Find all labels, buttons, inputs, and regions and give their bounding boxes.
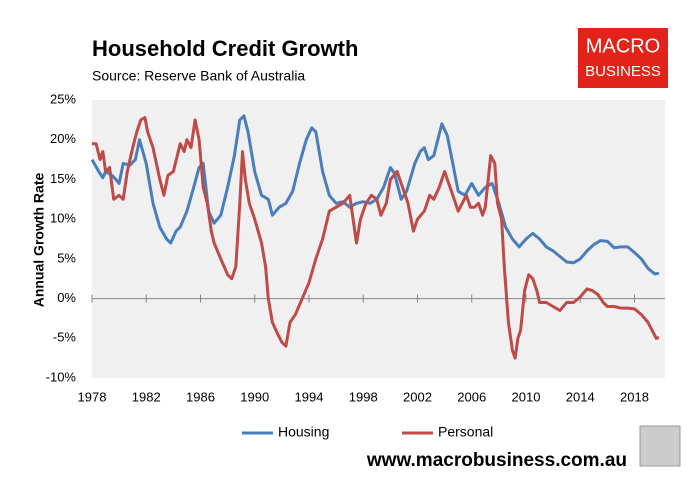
y-tick-label: 20% — [50, 131, 76, 146]
x-tick-label: 1986 — [186, 389, 215, 404]
legend-label: Housing — [278, 424, 329, 440]
wolf-icon — [639, 425, 681, 467]
x-tick-label: 1998 — [349, 389, 378, 404]
y-tick-label: 5% — [57, 250, 76, 265]
x-tick-label: 2010 — [512, 389, 541, 404]
x-tick-label: 1994 — [295, 389, 324, 404]
x-tick-label: 2006 — [457, 389, 486, 404]
y-axis-title: Annual Growth Rate — [31, 173, 47, 308]
website: www.macrobusiness.com.au — [366, 450, 627, 471]
y-tick-label: -5% — [53, 330, 77, 345]
legend-label: Personal — [438, 424, 493, 440]
x-tick-label: 1982 — [132, 389, 161, 404]
line-series — [92, 116, 660, 360]
logo-text: MACRO — [586, 35, 660, 57]
y-tick-label: 25% — [50, 91, 76, 106]
x-tick-label: 1978 — [78, 389, 107, 404]
chart-subtitle: Source: Reserve Bank of Australia — [92, 68, 305, 84]
x-tick-label: 2014 — [566, 389, 595, 404]
x-tick-label: 2018 — [620, 389, 649, 404]
y-tick-label: 15% — [50, 171, 76, 186]
x-tick-label: 1990 — [240, 389, 269, 404]
x-tick-label: 2002 — [403, 389, 432, 404]
y-tick-label: 10% — [50, 211, 76, 226]
logo-box — [578, 28, 668, 88]
y-tick-label: -10% — [46, 369, 77, 384]
chart-title: Household Credit Growth — [92, 36, 358, 61]
logo-text: BUSINESS — [585, 63, 661, 80]
plot-area — [92, 100, 665, 378]
y-tick-label: 0% — [57, 290, 76, 305]
